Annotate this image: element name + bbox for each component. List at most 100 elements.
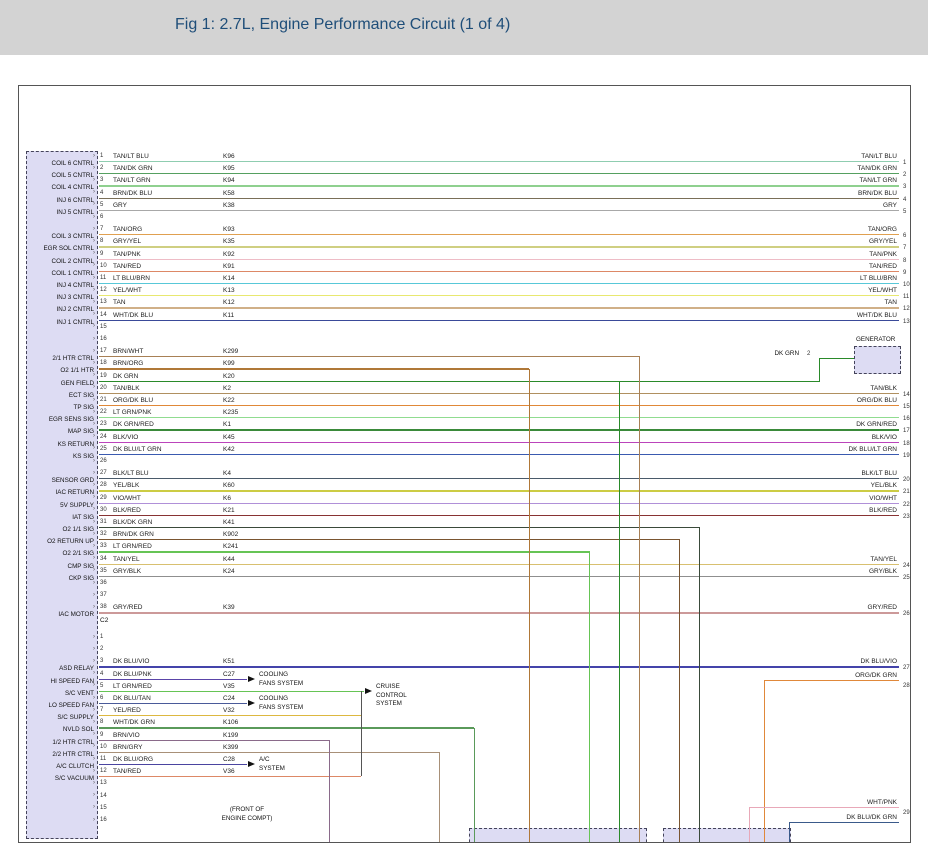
- wire-color-label: WHT/DK GRN: [113, 719, 155, 727]
- circuit-code-label: K41: [223, 519, 235, 526]
- system-arrow-icon: [248, 675, 255, 682]
- pin-chevron-icon: ›: [93, 743, 95, 750]
- right-pin-number: 15: [903, 404, 910, 410]
- wire-line: [99, 356, 639, 358]
- pin-chevron-icon: ›: [93, 494, 95, 501]
- wire-line: [99, 283, 899, 285]
- connector-c2-label: C2: [100, 617, 109, 624]
- wire-line: [99, 764, 247, 766]
- pin-number: 22: [100, 409, 107, 416]
- pin-number: 24: [100, 433, 107, 440]
- pin-chevron-icon: ›: [93, 359, 95, 366]
- circuit-code-label: K51: [223, 658, 235, 666]
- pin-chevron-icon: ›: [93, 694, 95, 701]
- wire-color-label: BLK/LT BLU: [113, 470, 149, 478]
- wire-line: [819, 358, 854, 360]
- pin-number: 13: [100, 299, 107, 306]
- wire-line: [99, 258, 899, 260]
- vertical-wire-line: [679, 539, 681, 842]
- connector-pin-label: INJ 2 CNTRL: [56, 306, 94, 314]
- pin-number: 16: [100, 336, 107, 342]
- connector-pin-label: HI SPEED FAN: [50, 677, 94, 685]
- right-pin-number: 22: [903, 501, 910, 508]
- vertical-wire-line: [361, 691, 363, 776]
- connector-pin-label: COIL 6 CNTRL: [51, 160, 94, 167]
- wire-line: [99, 776, 361, 778]
- right-wire-color-label: LT BLU/BRN: [860, 275, 897, 282]
- connector-pin-label: CMP SIG: [67, 562, 94, 570]
- circuit-code-label: K94: [223, 177, 235, 185]
- circuit-code-label: K2: [223, 384, 231, 392]
- right-wire-color-label: TAN/BLK: [870, 384, 897, 392]
- pin-number: 9: [100, 731, 104, 738]
- bottom-connector-box-right: [663, 828, 791, 842]
- circuit-code-label: K4: [223, 470, 231, 478]
- vertical-wire-line: [819, 358, 821, 382]
- system-label: FANS SYSTEM: [259, 703, 304, 711]
- pin-number: 4: [100, 670, 104, 677]
- generator-title: GENERATOR: [856, 336, 896, 343]
- circuit-code-label: K96: [223, 153, 235, 160]
- circuit-code-label: K6: [223, 494, 231, 502]
- bottom-connector-box-left: [469, 828, 647, 842]
- pin-chevron-icon: ›: [93, 347, 95, 354]
- pin-number: 5: [100, 201, 104, 208]
- wire-color-label: ORG/DK BLU: [113, 397, 154, 404]
- circuit-code-label: K35: [223, 238, 235, 246]
- system-label: A/C: [259, 756, 270, 763]
- pin-number: 14: [100, 311, 107, 318]
- pin-chevron-icon: ›: [93, 755, 95, 762]
- pin-chevron-icon: ›: [93, 542, 95, 549]
- pin-chevron-icon: ›: [93, 645, 95, 652]
- wire-color-label: DK BLU/PNK: [113, 670, 152, 678]
- system-label: CONTROL: [376, 691, 407, 699]
- pin-chevron-icon: ›: [93, 372, 95, 379]
- title-bar: Fig 1: 2.7L, Engine Performance Circuit …: [0, 0, 928, 55]
- wire-color-label: BRN/DK BLU: [113, 189, 153, 197]
- right-wire-color-label: TAN/PNK: [869, 250, 897, 258]
- right-pin-number: 12: [903, 306, 910, 313]
- vertical-wire-line: [439, 752, 441, 842]
- pin-chevron-icon: ›: [93, 779, 95, 786]
- pin-chevron-icon: ›: [93, 298, 95, 305]
- circuit-code-label: K95: [223, 165, 235, 173]
- pin-chevron-icon: ›: [93, 591, 95, 598]
- pin-number: 11: [100, 756, 107, 762]
- pin-number: 15: [100, 804, 107, 811]
- right-pin-number: 5: [903, 208, 907, 215]
- pin-chevron-icon: ›: [93, 767, 95, 774]
- circuit-code-label: K60: [223, 482, 235, 490]
- circuit-code-label: K241: [223, 543, 239, 551]
- right-wire-color-label: WHT/DK BLU: [856, 311, 897, 319]
- connector-pin-label: O2 1/1 HTR: [60, 367, 94, 375]
- wire-color-label: DK BLU/TAN: [113, 695, 151, 702]
- wire-color-label: BLK/VIO: [113, 433, 139, 441]
- circuit-code-label: C27: [223, 670, 235, 678]
- circuit-code-label: K20: [223, 372, 235, 380]
- wire-line: [99, 270, 899, 272]
- pin-chevron-icon: ›: [93, 311, 95, 318]
- connector-pin-label: CKP SIG: [68, 574, 94, 582]
- circuit-code-label: C28: [223, 756, 235, 763]
- pin-number: 3: [100, 658, 104, 665]
- right-wire-color-label: VIO/WHT: [869, 494, 897, 502]
- right-pin-number: 7: [903, 245, 907, 252]
- wire-line: [99, 453, 899, 455]
- wire-line: [764, 680, 899, 682]
- pin-chevron-icon: ›: [93, 323, 95, 330]
- connector-pin-label: O2 RETURN UP: [47, 538, 94, 546]
- pin-number: 6: [100, 695, 104, 701]
- wire-color-label: BRN/WHT: [113, 348, 144, 356]
- circuit-code-label: K42: [223, 445, 235, 453]
- pin-number: 30: [100, 506, 107, 513]
- wire-line: [99, 185, 899, 187]
- pin-number: 10: [100, 743, 107, 750]
- wire-line: [99, 209, 899, 211]
- wire-line: [99, 563, 899, 565]
- pin-number: 19: [100, 372, 107, 379]
- wire-line: [99, 417, 899, 419]
- pin-chevron-icon: ›: [93, 816, 95, 823]
- pin-number: 23: [100, 421, 107, 428]
- connector-pin-label: NVLD SOL: [62, 726, 94, 734]
- wire-line: [99, 727, 474, 729]
